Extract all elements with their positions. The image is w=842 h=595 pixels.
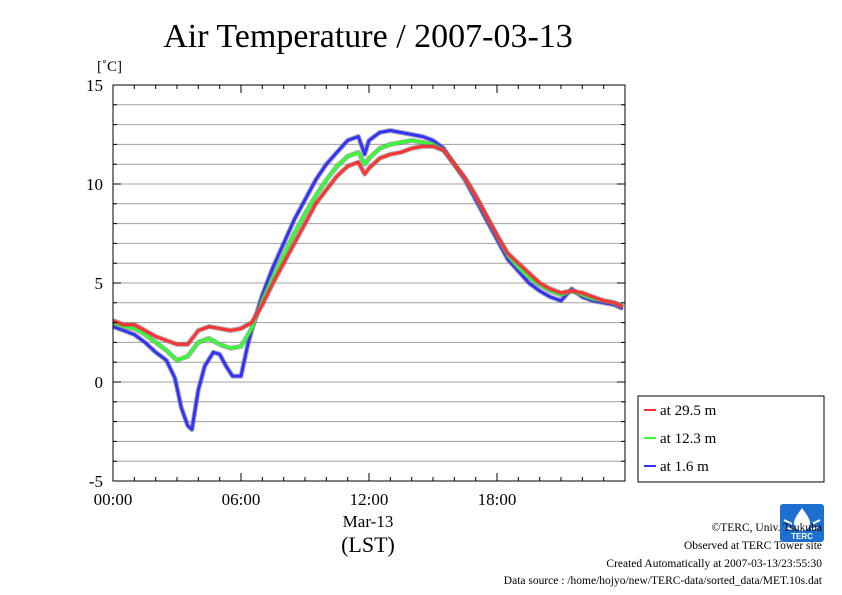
x-date-label: Mar-13 <box>343 512 394 531</box>
series-line <box>112 144 624 346</box>
logo-drop-icon <box>794 508 810 531</box>
legend: at 29.5 m at 12.3 m at 1.6 m <box>644 403 717 475</box>
logo-text: TERC <box>791 532 813 541</box>
x-tick-label: 00:00 <box>94 490 133 509</box>
footer-observed: Observed at TERC Tower site <box>683 540 822 552</box>
y-tick-label: -5 <box>89 472 103 491</box>
x-axis: 00:00 06:00 12:00 18:00 <box>94 85 626 509</box>
series-line-shadow <box>112 143 624 347</box>
x-axis-label: (LST) <box>341 532 395 557</box>
legend-label: at 29.5 m <box>660 403 717 419</box>
y-axis: 15 10 5 0 -5 <box>86 76 625 491</box>
footer-created: Created Automatically at 2007-03-13/23:5… <box>606 558 822 570</box>
series-line <box>112 129 624 431</box>
y-tick-label: 5 <box>95 274 104 293</box>
legend-label: at 12.3 m <box>660 431 717 447</box>
series-lines <box>112 128 624 432</box>
footer-copyright: ©TERC, Univ. Tsukuba <box>711 522 822 534</box>
legend-label: at 1.6 m <box>660 459 709 475</box>
series-line-shadow <box>112 128 624 432</box>
y-axis-unit: [˚C] <box>97 59 122 75</box>
logo-wing-icon <box>783 519 821 530</box>
x-tick-label: 12:00 <box>350 490 389 509</box>
y-tick-label: 15 <box>86 76 103 95</box>
legend-box <box>637 395 825 483</box>
x-tick-label: 06:00 <box>222 490 261 509</box>
y-tick-label: 10 <box>86 175 103 194</box>
terc-logo: TERC <box>780 504 824 542</box>
chart-title: Air Temperature / 2007-03-13 <box>163 18 573 55</box>
footer-source: Data source : /home/hojyo/new/TERC-data/… <box>503 575 822 587</box>
y-tick-label: 0 <box>95 373 104 392</box>
x-tick-label: 18:00 <box>478 490 517 509</box>
